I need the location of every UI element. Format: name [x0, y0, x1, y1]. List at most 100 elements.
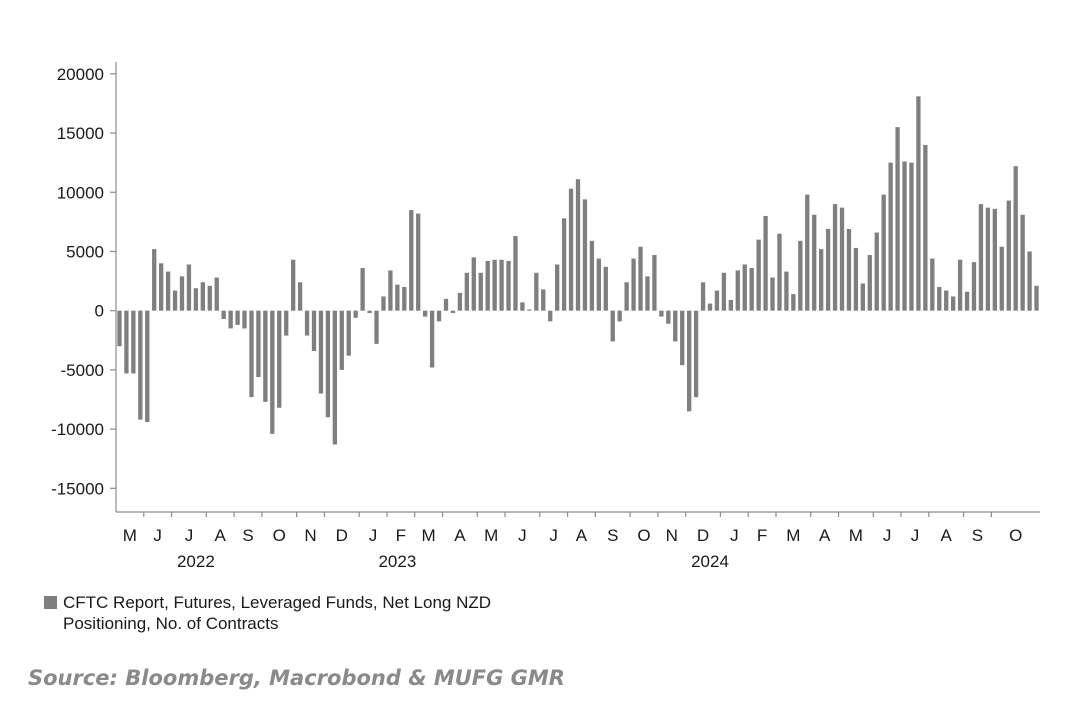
- bar: [541, 289, 546, 311]
- bar: [728, 300, 733, 311]
- bar: [721, 272, 727, 311]
- bar: [402, 287, 407, 311]
- bar: [318, 310, 324, 394]
- bar: [930, 258, 935, 311]
- bar: [992, 208, 997, 311]
- x-tick-label: S: [972, 526, 983, 545]
- bar: [867, 255, 872, 311]
- bar: [311, 310, 317, 351]
- bar: [825, 228, 831, 311]
- bar: [485, 260, 490, 311]
- x-tick-label: O: [273, 526, 286, 545]
- bar: [339, 310, 344, 370]
- legend: CFTC Report, Futures, Leveraged Funds, N…: [44, 592, 563, 634]
- bar: [145, 310, 150, 422]
- bar: [735, 270, 740, 311]
- bar: [277, 310, 282, 408]
- bar: [152, 249, 157, 311]
- bar: [367, 310, 372, 314]
- bar: [1034, 285, 1039, 311]
- bar: [693, 310, 699, 398]
- bar: [784, 271, 789, 311]
- bar: [436, 310, 442, 322]
- x-tick-label: J: [911, 526, 920, 545]
- bar: [138, 310, 143, 420]
- x-tick-label: M: [849, 526, 863, 545]
- bar: [172, 290, 178, 311]
- bar: [179, 276, 185, 311]
- y-tick-label: 20000: [57, 65, 104, 84]
- x-tick-label: A: [941, 526, 953, 545]
- bar: [791, 294, 796, 311]
- bar: [978, 204, 984, 311]
- bar: [916, 96, 921, 311]
- bar: [228, 310, 233, 329]
- x-tick-label: J: [518, 526, 527, 545]
- bar: [937, 287, 942, 311]
- bar: [409, 210, 414, 311]
- bar: [388, 270, 393, 311]
- bar: [756, 239, 761, 311]
- y-tick-label: -15000: [51, 479, 104, 498]
- legend-label: CFTC Report, Futures, Leveraged Funds, N…: [63, 593, 492, 633]
- bar: [957, 259, 963, 311]
- bar: [291, 259, 296, 311]
- bar: [478, 272, 483, 311]
- bar: [1013, 166, 1018, 311]
- bar: [645, 276, 650, 311]
- bar: [242, 310, 247, 329]
- year-label: 2024: [691, 552, 729, 571]
- x-tick-label: O: [637, 526, 650, 545]
- bar: [832, 204, 838, 311]
- bar: [610, 310, 615, 342]
- bar: [117, 310, 122, 347]
- bar: [659, 310, 664, 317]
- year-label: 2022: [177, 552, 215, 571]
- x-tick-label: S: [607, 526, 618, 545]
- x-tick-label: M: [422, 526, 436, 545]
- bar: [568, 188, 574, 311]
- bar: [249, 310, 254, 398]
- bar: [548, 310, 553, 322]
- bar: [263, 310, 268, 402]
- x-tick-label: J: [730, 526, 739, 545]
- bar: [687, 310, 692, 412]
- bar: [777, 233, 782, 311]
- x-tick-label: D: [336, 526, 348, 545]
- x-tick-label: F: [396, 526, 406, 545]
- x-tick-label: A: [576, 526, 588, 545]
- bar: [666, 310, 671, 324]
- bar: [638, 246, 643, 311]
- bar: [471, 257, 476, 311]
- bar: [575, 179, 581, 311]
- year-label: 2023: [378, 552, 416, 571]
- bar: [214, 277, 219, 311]
- bar: [464, 272, 469, 311]
- bar: [159, 263, 164, 311]
- bar: [256, 310, 261, 377]
- x-tick-label: A: [454, 526, 466, 545]
- bar: [923, 144, 928, 311]
- bar: [742, 264, 747, 311]
- legend-swatch: [44, 596, 57, 609]
- bar: [985, 207, 991, 311]
- bar: [589, 240, 595, 311]
- bar: [1027, 251, 1032, 311]
- bar: [673, 310, 678, 342]
- bar: [846, 228, 852, 311]
- bar: [603, 266, 608, 311]
- x-tick-label: M: [484, 526, 498, 545]
- bar: [770, 277, 775, 311]
- x-tick-label: A: [215, 526, 227, 545]
- y-tick-label: 5000: [66, 242, 104, 261]
- y-tick-label: 0: [95, 302, 104, 321]
- bar: [624, 282, 629, 311]
- bar: [839, 207, 845, 311]
- bar: [360, 268, 365, 311]
- bar: [714, 290, 720, 311]
- bar: [325, 310, 331, 418]
- bar: [881, 194, 886, 311]
- bar: [235, 310, 240, 325]
- bar: [207, 285, 212, 311]
- bar: [971, 262, 977, 311]
